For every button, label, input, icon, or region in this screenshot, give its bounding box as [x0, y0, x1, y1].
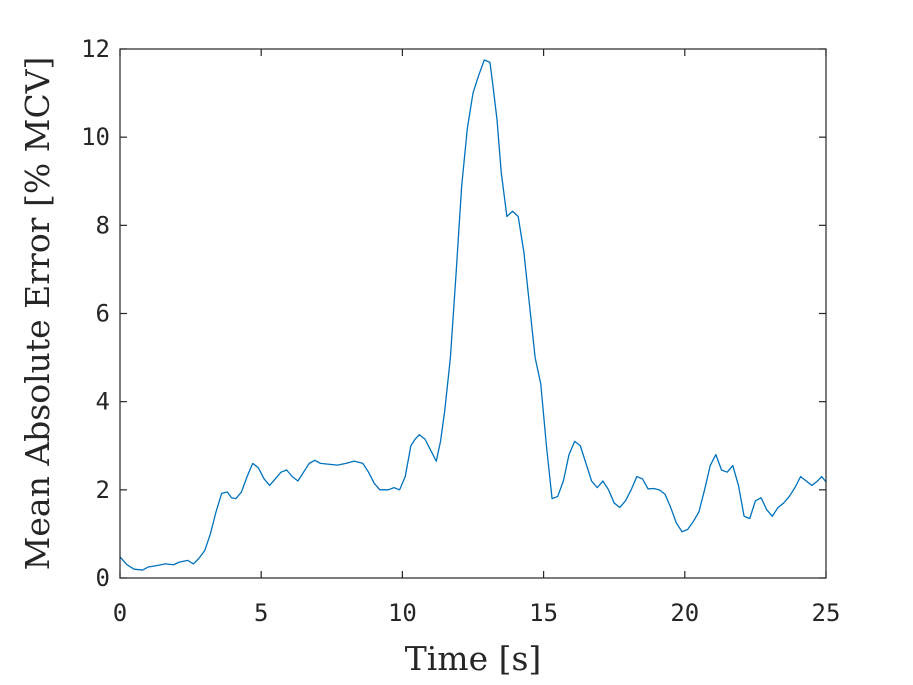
tick-labels: 0 5 10 15 20 25 0 2 4 6 8 10 12 — [81, 35, 840, 627]
y-tick-label: 2 — [96, 476, 110, 504]
y-tick-label: 0 — [96, 564, 110, 592]
y-tick-label: 12 — [81, 35, 110, 63]
plot-frame — [119, 48, 827, 579]
x-tick-label: 25 — [812, 599, 841, 627]
series-line — [119, 59, 827, 571]
x-tick-label: 10 — [388, 599, 417, 627]
x-tick-label: 0 — [113, 599, 127, 627]
y-tick-label: 10 — [81, 123, 110, 151]
y-tick-label: 6 — [96, 300, 110, 328]
x-tick-label: 15 — [529, 599, 558, 627]
x-axis-label: Time [s] — [405, 639, 542, 678]
series-layer — [119, 59, 827, 571]
x-tick-label: 5 — [254, 599, 268, 627]
x-tick-label: 20 — [670, 599, 699, 627]
y-tick-label: 4 — [96, 388, 110, 416]
y-tick-label: 8 — [96, 211, 110, 239]
y-axis-label: Mean Absolute Error [% MCV] — [18, 57, 57, 571]
